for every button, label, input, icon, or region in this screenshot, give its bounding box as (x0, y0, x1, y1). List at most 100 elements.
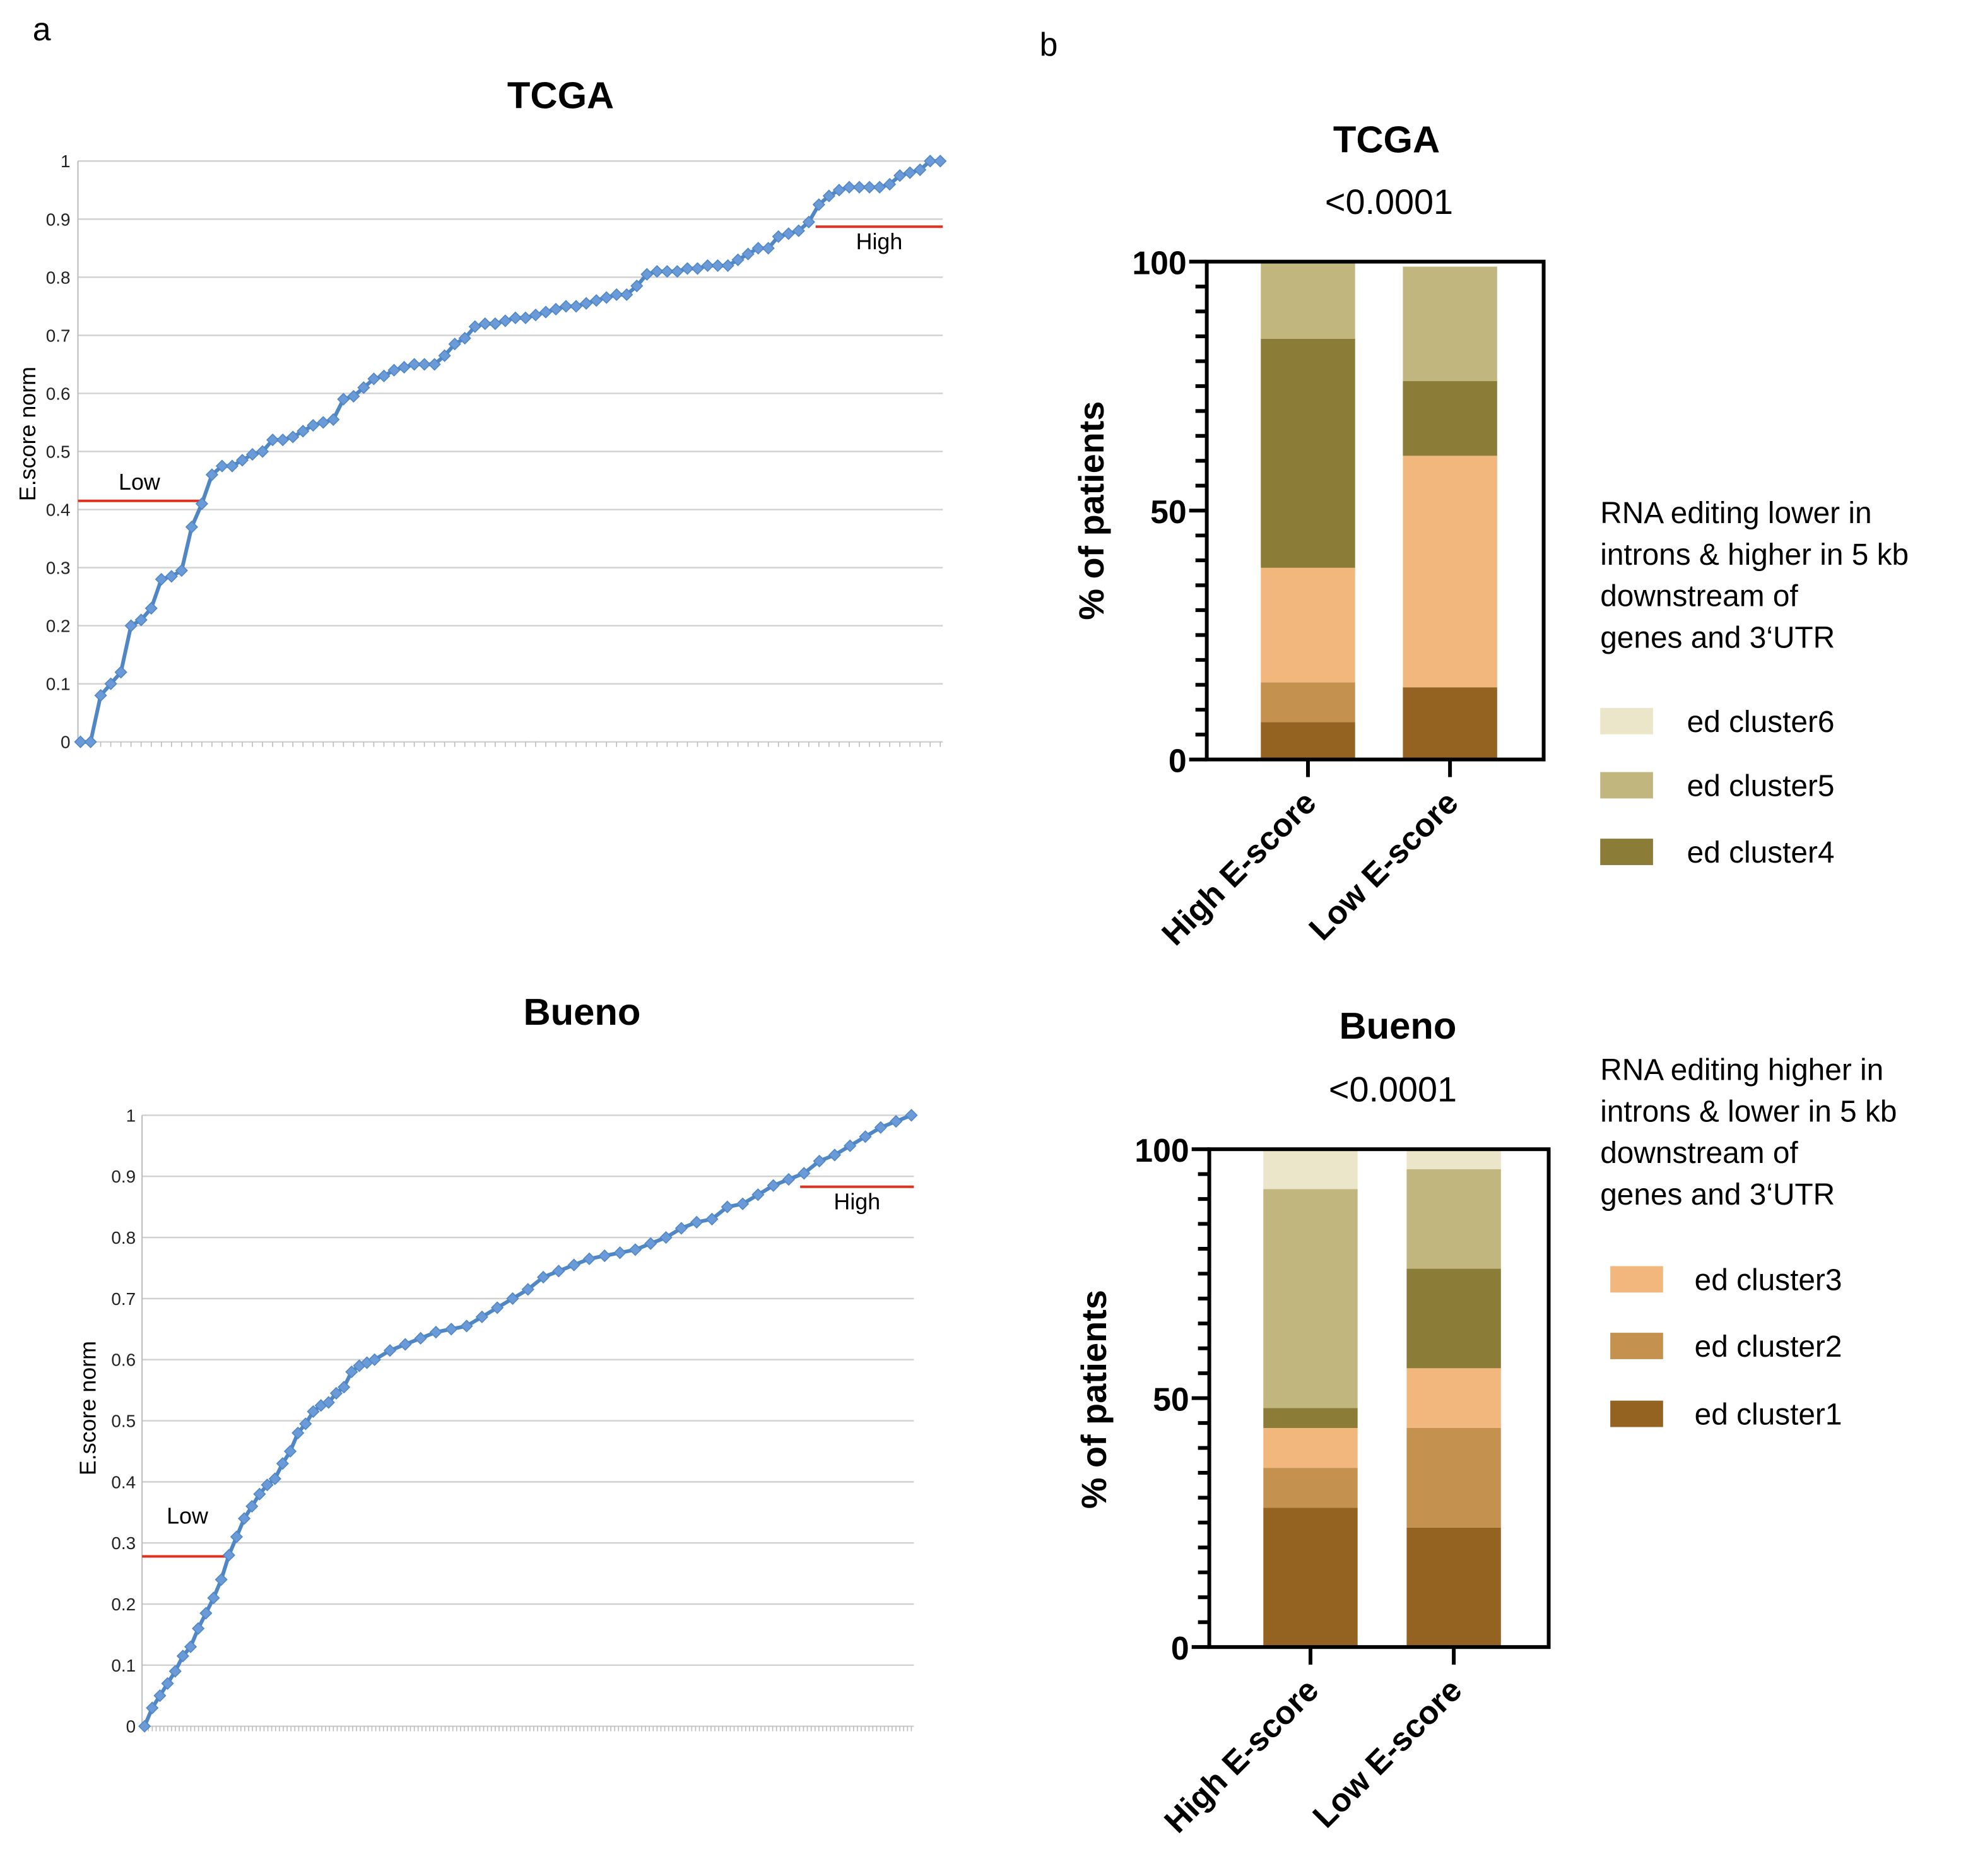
chart-title: Bueno (524, 991, 641, 1033)
chart-title: Bueno (1340, 1005, 1457, 1047)
x-tick-label: Low E-score (1302, 784, 1465, 947)
data-point (691, 262, 704, 275)
data-point (261, 1478, 274, 1492)
legend-title-line: introns & higher in 5 kb (1600, 538, 1909, 572)
legend-label-cluster3: ed cluster3 (1695, 1263, 1842, 1297)
threshold-label-high: High (833, 1189, 880, 1215)
y-tick-label: 0.8 (46, 268, 71, 287)
data-point (134, 613, 148, 627)
x-tick-label: High E-score (1157, 1672, 1326, 1840)
data-point (207, 1591, 220, 1605)
data-point (199, 1607, 213, 1620)
data-point (519, 311, 533, 324)
data-point (488, 317, 502, 331)
y-tick-label: 0 (1171, 1630, 1189, 1667)
bar-segment-ed-cluster2 (1263, 1468, 1358, 1508)
data-point (84, 735, 97, 748)
threshold-label-high: High (856, 229, 903, 254)
data-point (659, 1230, 673, 1244)
bar-segment-ed-cluster4 (1263, 1408, 1358, 1429)
panel-label-a: a (33, 11, 51, 47)
data-point (297, 425, 310, 438)
data-point (238, 1512, 251, 1525)
data-point (671, 265, 684, 278)
data-point (701, 259, 714, 273)
data-point (144, 601, 158, 615)
data-point (767, 1179, 780, 1192)
bar-segment-ed-cluster6 (1406, 1149, 1501, 1169)
data-point (905, 1109, 918, 1122)
data-point (644, 1237, 657, 1250)
legend-title-line: genes and 3‘UTR (1600, 621, 1835, 654)
data-point (357, 381, 370, 394)
data-point (890, 1115, 903, 1128)
data-point (798, 1167, 811, 1180)
data-point (168, 1665, 182, 1678)
tcga-escore-line-chart: TCGA E.score norm 0 0.1 0.2 0.3 0.4 0.5 0.6 0.7… (15, 74, 947, 752)
data-point (924, 155, 937, 168)
data-point (138, 1720, 151, 1733)
data-point (266, 433, 280, 447)
data-point (590, 294, 603, 307)
data-point (721, 259, 734, 273)
data-point (914, 163, 927, 177)
legend-label-cluster1: ed cluster1 (1695, 1398, 1842, 1432)
y-tick-label: 1 (61, 151, 71, 171)
data-point (192, 1622, 205, 1635)
data-point (428, 358, 441, 371)
data-point (215, 1573, 228, 1586)
y-tick-label: 0.1 (46, 675, 71, 694)
data-point (104, 677, 117, 690)
bar-segment-ed-cluster2 (1406, 1428, 1501, 1528)
data-point (475, 1310, 488, 1324)
data-point (569, 300, 583, 313)
data-point (245, 447, 259, 461)
bar-segment-ed-cluster1 (1263, 1507, 1358, 1648)
data-point (828, 1148, 841, 1162)
legend-title-line: RNA editing lower in (1600, 497, 1871, 530)
y-tick-label: 0.7 (111, 1289, 136, 1309)
legend-swatch-cluster4 (1600, 839, 1653, 865)
data-point (283, 1444, 297, 1458)
data-point (205, 468, 219, 481)
data-point (852, 180, 866, 194)
data-point (705, 1212, 719, 1226)
data-point (721, 1200, 734, 1213)
data-point (536, 1270, 550, 1284)
y-tick-label: 0 (61, 733, 71, 752)
data-point (610, 288, 623, 302)
data-point (674, 1222, 688, 1235)
data-point (146, 1701, 159, 1714)
data-point (345, 1365, 358, 1379)
data-point (539, 305, 553, 319)
legend-label-cluster4: ed cluster4 (1687, 836, 1835, 870)
data-point (124, 619, 138, 632)
data-point (176, 1649, 189, 1663)
data-point (299, 1417, 312, 1431)
data-point (813, 1154, 826, 1168)
data-point (367, 372, 380, 386)
bar-segment-ed-cluster4 (1403, 381, 1497, 456)
data-point (377, 369, 391, 382)
y-tick-label: 0.9 (46, 209, 71, 229)
data-point (690, 1215, 704, 1229)
data-point (478, 317, 492, 331)
bar-segment-ed-cluster5 (1406, 1169, 1501, 1269)
y-tick-label: 0.3 (46, 558, 71, 578)
y-tick-label: 0.4 (46, 500, 71, 519)
data-point (368, 1353, 381, 1366)
data-point (751, 242, 765, 255)
data-point (165, 570, 178, 583)
legend-swatch-cluster3 (1610, 1266, 1663, 1293)
data-point (509, 311, 522, 324)
bar-segment-ed-cluster5 (1261, 261, 1355, 339)
threshold-label-low: Low (167, 1504, 208, 1529)
legend-swatch-cluster1 (1610, 1400, 1663, 1427)
data-point (883, 177, 897, 191)
data-point (651, 265, 664, 278)
data-point (874, 1121, 887, 1134)
data-point (844, 1139, 857, 1152)
x-tick-label: High E-score (1155, 784, 1323, 952)
data-point (863, 180, 876, 194)
bar-segment-ed-cluster3 (1403, 456, 1497, 688)
